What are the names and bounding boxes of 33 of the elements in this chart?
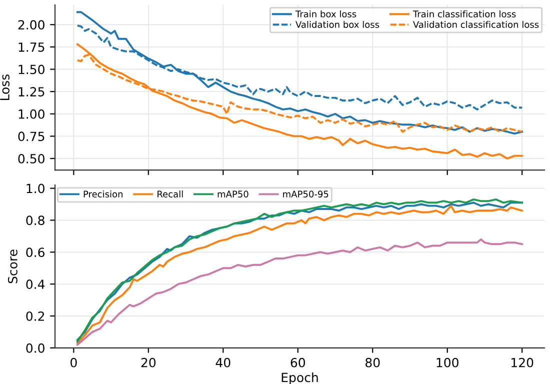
line-series bbox=[76, 11, 524, 134]
y-tick-label: 1.25 bbox=[18, 87, 44, 96]
legend-label: Train box loss bbox=[295, 10, 356, 18]
x-tick-label: 20 bbox=[141, 358, 156, 368]
y-tick-label: 0.2 bbox=[26, 311, 44, 321]
x-tick-label: 120 bbox=[512, 358, 534, 368]
legend-label: Validation classification loss bbox=[413, 20, 539, 28]
legend-label: Validation box loss bbox=[296, 20, 380, 28]
y-tick-label: 1.0 bbox=[26, 184, 44, 194]
line-series bbox=[76, 238, 524, 346]
x-tick-label: 100 bbox=[436, 358, 458, 368]
y-tick-label: 0.6 bbox=[26, 248, 44, 258]
y-tick-label: 2.00 bbox=[18, 20, 44, 30]
x-tick-label: 40 bbox=[216, 358, 230, 368]
y-tick-label: 0.4 bbox=[26, 280, 45, 289]
legend-label: mAP50 bbox=[218, 190, 248, 198]
x-tick-label: 0 bbox=[70, 358, 77, 368]
legend-label: Train classification loss bbox=[412, 10, 516, 18]
y-tick-label: 0.50 bbox=[18, 154, 44, 164]
y-tick-label: 1.00 bbox=[18, 109, 44, 119]
x-tick-label: 60 bbox=[290, 358, 306, 368]
line-series bbox=[76, 43, 524, 160]
legend-label: Precision bbox=[84, 190, 122, 198]
legend-label: mAP50-95 bbox=[283, 190, 328, 198]
y-tick-label: 1.75 bbox=[18, 42, 44, 52]
x-tick-label: 80 bbox=[366, 358, 380, 368]
legend-label: Recall bbox=[158, 190, 183, 198]
y-axis-title: Loss bbox=[0, 74, 10, 100]
y-tick-label: 1.50 bbox=[18, 64, 44, 74]
y-axis-title: Score bbox=[8, 250, 18, 284]
y-tick-label: 0.75 bbox=[18, 132, 44, 142]
y-tick-label: 0.8 bbox=[26, 216, 44, 226]
y-tick-label: 0.0 bbox=[26, 343, 44, 353]
